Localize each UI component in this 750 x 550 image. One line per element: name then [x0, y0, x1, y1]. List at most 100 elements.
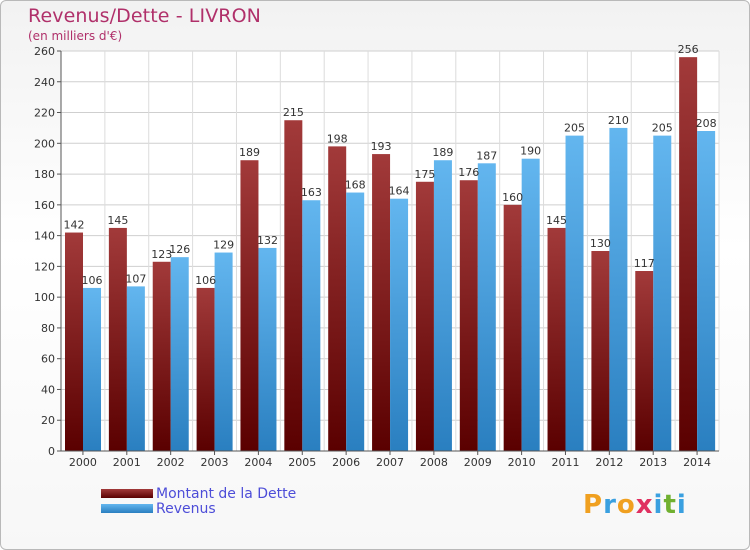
y-tick-label: 180	[34, 168, 55, 181]
logo-letter: o	[616, 490, 636, 520]
y-tick-label: 260	[34, 45, 55, 58]
x-tick-label: 2012	[595, 456, 623, 469]
data-label-revenue: 107	[125, 272, 146, 285]
data-label-revenue: 129	[213, 239, 234, 252]
bar-debt	[196, 287, 215, 451]
chart-subtitle: (en milliers d'€)	[28, 29, 123, 43]
x-tick-label: 2004	[244, 456, 272, 469]
bar-revenue	[170, 257, 189, 451]
bar-debt	[240, 160, 259, 451]
y-tick-label: 200	[34, 137, 55, 150]
bar-revenue	[653, 135, 672, 451]
bar-debt	[284, 120, 303, 451]
data-label-revenue: 205	[564, 122, 585, 135]
data-label-debt: 176	[458, 166, 479, 179]
bar-debt	[635, 271, 654, 451]
x-tick-label: 2011	[551, 456, 579, 469]
bar-revenue	[565, 135, 584, 451]
data-label-debt: 198	[327, 132, 348, 145]
bar-debt	[415, 181, 434, 451]
data-label-debt: 117	[634, 257, 655, 270]
data-label-revenue: 210	[608, 114, 629, 127]
y-tick-label: 120	[34, 260, 55, 273]
chart-title: Revenus/Dette - LIVRON	[28, 5, 261, 27]
x-tick-label: 2002	[157, 456, 185, 469]
data-label-debt: 145	[107, 214, 128, 227]
bar-revenue	[258, 247, 277, 451]
data-label-revenue: 132	[257, 234, 278, 247]
proxiti-logo: Proxiti	[583, 490, 687, 520]
bar-revenue	[390, 198, 409, 451]
data-label-debt: 160	[502, 191, 523, 204]
bar-debt	[591, 251, 610, 451]
data-label-debt: 123	[151, 248, 172, 261]
y-tick-label: 220	[34, 107, 55, 120]
data-label-debt: 189	[239, 146, 260, 159]
y-tick-label: 40	[41, 383, 55, 396]
bar-revenue	[214, 252, 233, 451]
x-tick-label: 2005	[288, 456, 316, 469]
bar-debt	[65, 232, 83, 451]
x-tick-label: 2003	[201, 456, 229, 469]
y-tick-label: 100	[34, 291, 55, 304]
bar-debt	[503, 204, 522, 451]
legend-swatch-revenue	[101, 504, 153, 513]
bar-revenue	[609, 127, 628, 451]
bar-debt	[459, 180, 478, 451]
data-label-revenue: 205	[652, 122, 673, 135]
data-label-revenue: 126	[169, 243, 190, 256]
y-tick-label: 60	[41, 353, 55, 366]
y-tick-label: 160	[34, 199, 55, 212]
x-tick-label: 2009	[464, 456, 492, 469]
data-label-debt: 175	[414, 168, 435, 181]
x-tick-label: 2000	[69, 456, 97, 469]
logo-letter: i	[676, 490, 687, 520]
logo-letter: t	[663, 490, 677, 520]
y-tick-label: 240	[34, 76, 55, 89]
data-label-revenue: 163	[301, 186, 322, 199]
y-tick-label: 80	[41, 322, 55, 335]
bar-revenue	[83, 287, 101, 451]
logo-letter: P	[583, 490, 604, 520]
data-label-revenue: 168	[345, 179, 366, 192]
legend-label-debt: Montant de la Dette	[156, 486, 297, 502]
bar-revenue	[126, 286, 145, 451]
x-tick-label: 2006	[332, 456, 360, 469]
bar-debt	[328, 146, 347, 451]
logo-letter: i	[653, 490, 664, 520]
bar-revenue	[433, 160, 452, 451]
legend-label-revenue: Revenus	[156, 501, 216, 517]
data-label-debt: 145	[546, 214, 567, 227]
logo-letter: r	[603, 490, 617, 520]
data-label-revenue: 106	[82, 274, 103, 287]
bar-debt	[372, 154, 391, 452]
x-tick-label: 2013	[639, 456, 667, 469]
data-label-revenue: 187	[476, 149, 497, 162]
bar-revenue	[697, 131, 716, 451]
data-label-revenue: 190	[520, 145, 541, 158]
bar-revenue	[477, 163, 496, 452]
legend-swatch-debt	[101, 489, 153, 498]
data-label-debt: 142	[64, 219, 85, 232]
data-label-debt: 130	[590, 237, 611, 250]
data-label-debt: 256	[678, 43, 699, 56]
data-label-debt: 193	[371, 140, 392, 153]
data-label-revenue: 189	[432, 146, 453, 159]
data-label-revenue: 208	[696, 117, 717, 130]
y-tick-label: 0	[48, 445, 55, 458]
bar-debt	[108, 227, 127, 451]
y-tick-label: 20	[41, 414, 55, 427]
bar-debt	[152, 261, 171, 451]
x-tick-label: 2001	[113, 456, 141, 469]
y-tick-label: 140	[34, 230, 55, 243]
bar-debt	[547, 227, 566, 451]
x-tick-label: 2014	[683, 456, 711, 469]
bar-revenue	[521, 158, 540, 451]
bar-revenue	[302, 200, 321, 451]
bar-revenue	[346, 192, 365, 452]
data-label-debt: 215	[283, 106, 304, 119]
x-tick-label: 2007	[376, 456, 404, 469]
logo-letter: x	[635, 490, 654, 520]
